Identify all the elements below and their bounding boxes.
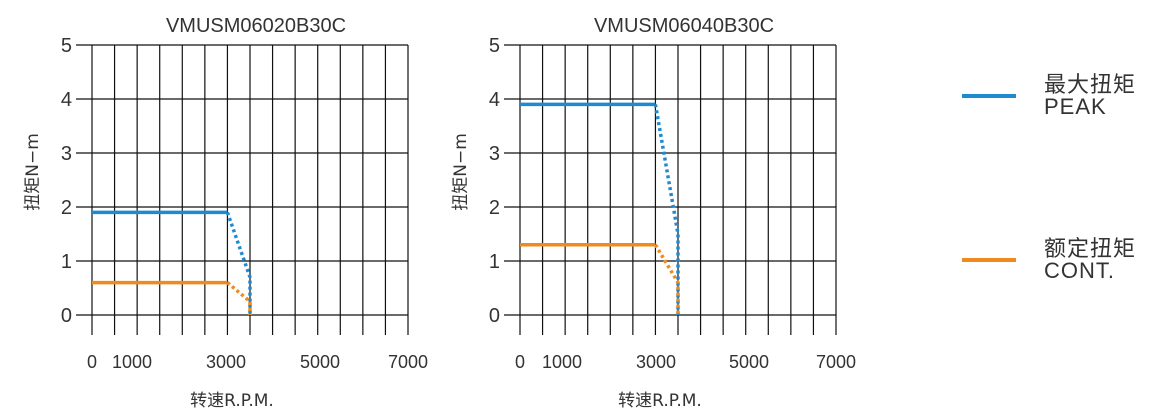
chart2-series-peak-dotted-line xyxy=(653,104,680,315)
chart1-title: VMUSM06020B30C xyxy=(166,15,346,37)
chart2-x-tick-label: 3000 xyxy=(636,352,676,372)
chart2-title: VMUSM06040B30C xyxy=(594,15,774,37)
legend-cont-label-en: CONT. xyxy=(1044,258,1115,283)
chart1-y-axis-label: 扭矩N−m xyxy=(23,133,43,211)
chart1-y-tick-label: 2 xyxy=(61,197,72,219)
chart2-x-tick-label: 0 xyxy=(515,352,525,372)
chart1-x-tick-label: 5000 xyxy=(300,352,340,372)
chart2-y-tick-label: 5 xyxy=(489,35,500,57)
chart1-series-peak-dotted-line xyxy=(225,211,252,315)
chart2-y-tick-label: 3 xyxy=(489,143,500,165)
legend-cont: 额定扭矩 CONT. xyxy=(962,238,1136,282)
chart2-y-tick-label: 2 xyxy=(489,197,500,219)
chart1-series-cont-dotted-line xyxy=(226,281,252,315)
chart1-x-tick-label: 0 xyxy=(87,352,97,372)
legend-cont-label-cn: 额定扭矩 xyxy=(1044,236,1137,261)
chart1-x-tick-label: 1000 xyxy=(112,352,152,372)
chart2-x-tick-label: 5000 xyxy=(729,352,769,372)
chart1-y-tick-label: 1 xyxy=(61,251,72,273)
chart2-y-tick-label: 0 xyxy=(489,305,500,327)
legend-peak-swatch xyxy=(962,94,1016,98)
chart1-x-tick-label: 3000 xyxy=(206,352,246,372)
chart1-x-axis-label: 转速R.P.M. xyxy=(190,391,274,410)
legend-peak-label-cn: 最大扭矩 xyxy=(1044,72,1137,97)
chart2-x-axis-label: 转速R.P.M. xyxy=(618,391,702,410)
chart1-y-tick-label: 3 xyxy=(61,143,72,165)
chart1-y-tick-label: 4 xyxy=(61,89,72,111)
chart1-y-tick-label: 5 xyxy=(61,35,72,57)
chart2-y-axis-label: 扭矩N−m xyxy=(451,133,471,211)
chart1-x-tick-label: 7000 xyxy=(388,352,428,372)
chart2-x-tick-label: 1000 xyxy=(542,352,582,372)
legend-peak: 最大扭矩 PEAK xyxy=(962,74,1136,118)
legend-cont-swatch xyxy=(962,258,1016,262)
chart2-y-tick-label: 4 xyxy=(489,89,500,111)
chart2-x-tick-label: 7000 xyxy=(816,352,856,372)
chart2-y-tick-label: 1 xyxy=(489,251,500,273)
chart2-series-cont-dotted-line xyxy=(653,243,680,315)
legend-peak-label-en: PEAK xyxy=(1044,94,1107,119)
chart1-y-tick-label: 0 xyxy=(61,305,72,327)
